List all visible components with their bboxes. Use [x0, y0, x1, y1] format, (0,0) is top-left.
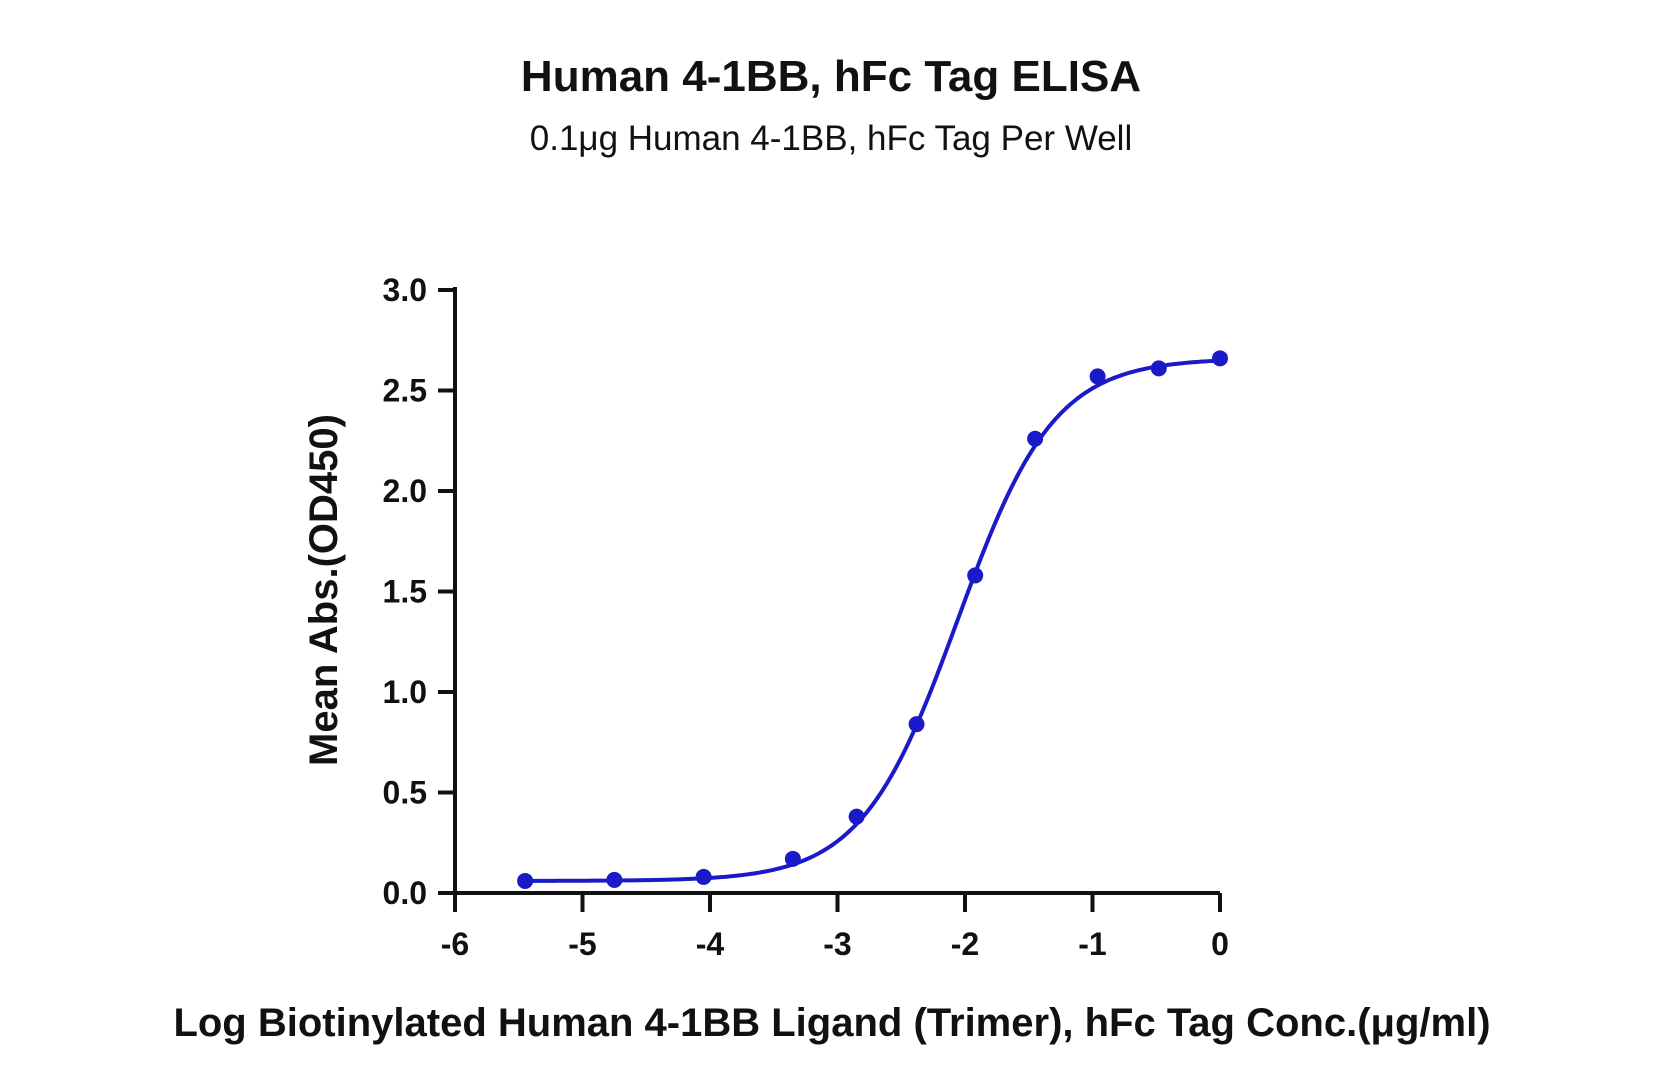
data-point: [848, 808, 865, 825]
data-point: [606, 871, 623, 888]
y-tick-label: 1.0: [383, 674, 427, 710]
data-point: [1212, 350, 1228, 367]
y-tick-label: 2.5: [383, 373, 427, 409]
x-tick-label: 0: [1211, 926, 1229, 962]
fit-curve: [525, 358, 1221, 883]
chart-subtitle: 0.1μg Human 4-1BB, hFc Tag Per Well: [530, 119, 1133, 158]
y-ticks: 0.0 0.5 1.0 1.5 2.0 2.5 3.0: [383, 272, 455, 911]
y-tick-label: 0.0: [383, 875, 427, 911]
x-tick-label: -5: [568, 926, 596, 962]
y-tick-label: 3.0: [383, 272, 427, 308]
x-tick-label: -1: [1078, 926, 1106, 962]
data-point: [695, 868, 712, 885]
x-tick-label: -4: [696, 926, 725, 962]
data-point: [967, 567, 984, 584]
y-axis-label: Mean Abs.(OD450): [302, 414, 346, 766]
y-tick-label: 1.5: [383, 574, 427, 610]
data-point: [784, 850, 801, 867]
data-points: [517, 350, 1228, 889]
data-point: [517, 872, 534, 889]
y-tick-label: 0.5: [383, 775, 427, 811]
x-tick-label: -2: [951, 926, 979, 962]
x-ticks: -6 -5 -4 -3 -2 -1 0: [441, 893, 1229, 962]
y-tick-label: 2.0: [383, 473, 427, 509]
data-point: [1027, 430, 1044, 447]
data-point: [908, 716, 925, 733]
x-tick-label: -3: [823, 926, 851, 962]
x-axis-label: Log Biotinylated Human 4-1BB Ligand (Tri…: [173, 1001, 1490, 1045]
data-point: [1150, 360, 1167, 377]
chart-title: Human 4-1BB, hFc Tag ELISA: [521, 52, 1141, 101]
data-point: [1089, 368, 1106, 385]
x-tick-label: -6: [441, 926, 469, 962]
